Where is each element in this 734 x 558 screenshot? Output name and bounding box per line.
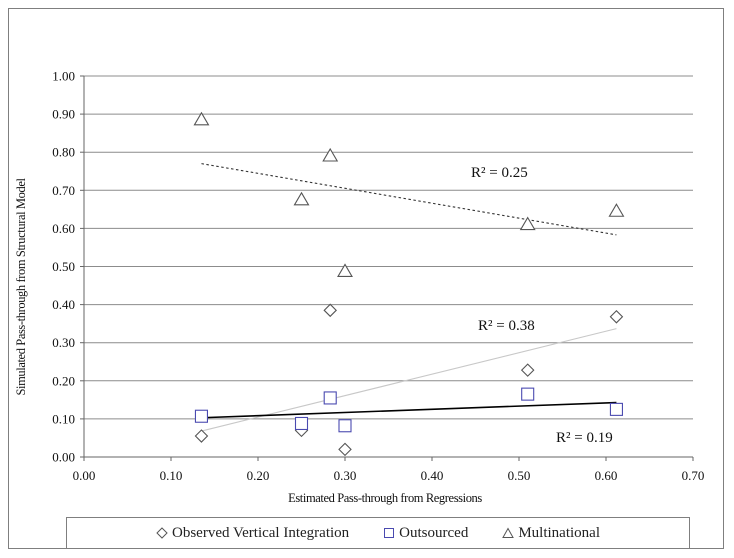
y-tick-label: 0.30: [52, 335, 75, 350]
triangle-point: [608, 203, 625, 217]
y-tick-label: 0.00: [52, 450, 75, 465]
legend-label-outsourced: Outsourced: [399, 524, 469, 541]
r2-label: R² = 0.19: [556, 430, 613, 446]
x-tick-label: 0.30: [334, 468, 357, 483]
triangle-point: [519, 216, 536, 231]
x-tick-label: 0.40: [421, 468, 444, 483]
trendline-triangle: [201, 163, 617, 236]
square-point: [294, 416, 309, 431]
square-marker-icon: [384, 528, 395, 538]
diamond-point: [609, 310, 624, 324]
triangle-point: [293, 191, 310, 206]
y-tick-label: 0.70: [52, 183, 75, 198]
x-axis-label: Estimated Pass-through from Regressions: [288, 491, 482, 505]
legend-label-observed: Observed Vertical Integration: [172, 524, 350, 541]
axes: [80, 75, 694, 461]
triangle-point: [337, 263, 353, 278]
y-tick-label: 0.80: [52, 145, 75, 160]
r2-labels: R² = 0.38 R² = 0.19 R² = 0.25: [471, 165, 613, 446]
legend-item-outsourced: Outsourced: [383, 525, 468, 542]
diamond-point: [338, 442, 352, 457]
y-tick-label: 0.60: [52, 221, 75, 236]
y-tick-label: 0.40: [52, 297, 75, 312]
triangle-marker-icon: [502, 527, 515, 538]
square-point: [609, 402, 623, 416]
trendline-square: [201, 401, 617, 419]
square-point: [194, 409, 208, 423]
square-point: [521, 387, 535, 401]
legend-item-observed-vertical-integration: Observed Vertical Integration: [156, 525, 349, 542]
r2-label: R² = 0.38: [478, 318, 535, 334]
y-tick-label: 0.90: [52, 107, 75, 122]
y-axis-label: Simulated Pass-through from Structural M…: [14, 178, 28, 396]
gridlines: [84, 75, 693, 420]
diamond-point: [520, 363, 535, 377]
x-tick-label: 0.10: [160, 468, 183, 483]
y-tick-label: 0.20: [52, 373, 75, 388]
y-tick-label: 1.00: [52, 69, 75, 84]
x-tick-label: 0.00: [73, 468, 96, 483]
y-tick-labels: 0.00 0.10 0.20 0.30 0.40 0.50 0.60 0.70 0.80 0.90…: [52, 69, 75, 465]
triangle-point: [193, 111, 210, 126]
square-point: [338, 419, 352, 433]
diamond-point: [323, 303, 337, 318]
square-point: [323, 391, 337, 405]
trendlines: [201, 163, 617, 432]
r2-label: R² = 0.25: [471, 165, 528, 181]
y-tick-label: 0.10: [52, 411, 75, 426]
legend: Observed Vertical Integration Outsourced…: [66, 517, 690, 549]
legend-item-multinational: Multinational: [502, 525, 600, 542]
y-tick-label: 0.50: [52, 259, 75, 274]
x-tick-labels: 0.00 0.10 0.20 0.30 0.40 0.50 0.60 0.70: [73, 468, 705, 483]
trendline-diamond: [201, 328, 617, 432]
diamond-point: [194, 429, 209, 443]
x-tick-label: 0.50: [508, 468, 531, 483]
x-tick-label: 0.20: [247, 468, 270, 483]
legend-label-multinational: Multinational: [518, 524, 600, 541]
data-points: [193, 111, 625, 457]
x-tick-label: 0.60: [595, 468, 618, 483]
x-tick-label: 0.70: [682, 468, 705, 483]
triangle-point: [322, 147, 339, 162]
diamond-marker-icon: [156, 527, 168, 539]
